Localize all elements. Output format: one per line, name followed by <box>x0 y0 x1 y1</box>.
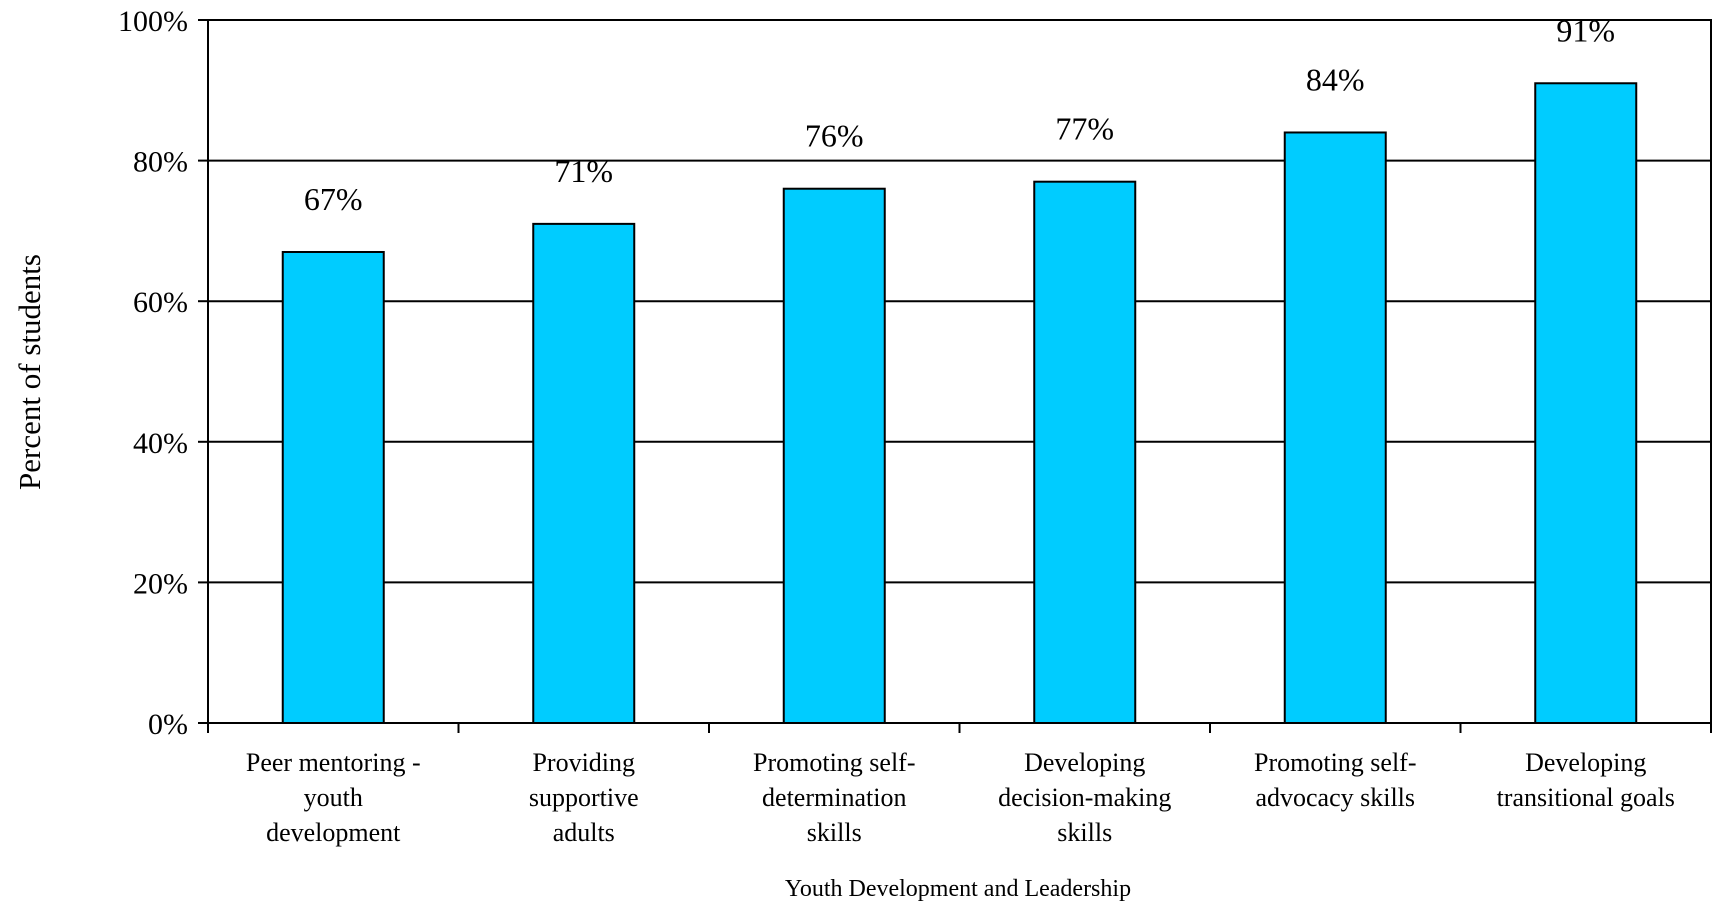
bars <box>281 82 1638 725</box>
y-tick-label: 60% <box>133 286 188 319</box>
y-tick-label: 100% <box>118 5 188 38</box>
x-category-label: Promoting self-determination skills <box>753 748 916 847</box>
x-category-label: Developing transitional goals <box>1497 748 1675 812</box>
bar <box>281 250 385 725</box>
data-label: 76% <box>805 118 864 154</box>
y-tick-label: 20% <box>133 567 188 600</box>
bar <box>1534 82 1638 724</box>
gridlines <box>208 159 1711 584</box>
y-axis-label: Percent of students <box>12 254 47 490</box>
data-label: 91% <box>1556 12 1615 48</box>
x-axis-label: Youth Development and Leadership <box>785 876 1131 902</box>
x-category-label: Providing supportive adults <box>529 748 639 847</box>
x-category-label: Peer mentoring -youth development <box>246 748 421 847</box>
y-tick-label: 80% <box>133 146 188 179</box>
bar <box>1283 131 1387 725</box>
y-tick-label: 0% <box>148 708 188 741</box>
data-label: 71% <box>554 153 613 189</box>
x-category-label: Developing decision-making skills <box>998 748 1171 847</box>
bar <box>532 222 636 724</box>
data-label: 67% <box>304 181 363 217</box>
x-category-label: Promoting self-advocacy skills <box>1254 748 1417 812</box>
data-label: 84% <box>1306 61 1365 97</box>
data-label: 77% <box>1055 111 1114 147</box>
plot-area-frame <box>207 19 1712 724</box>
bar <box>1033 180 1137 724</box>
x-axis: Peer mentoring -youth development Providin… <box>207 722 1712 847</box>
data-labels: 67% 71% 76% 77% 84% 91% <box>304 12 1615 217</box>
bar <box>782 187 886 725</box>
y-axis: 0% 20% 40% 60% 80% 100% <box>118 5 208 741</box>
y-tick-label: 40% <box>133 427 188 460</box>
